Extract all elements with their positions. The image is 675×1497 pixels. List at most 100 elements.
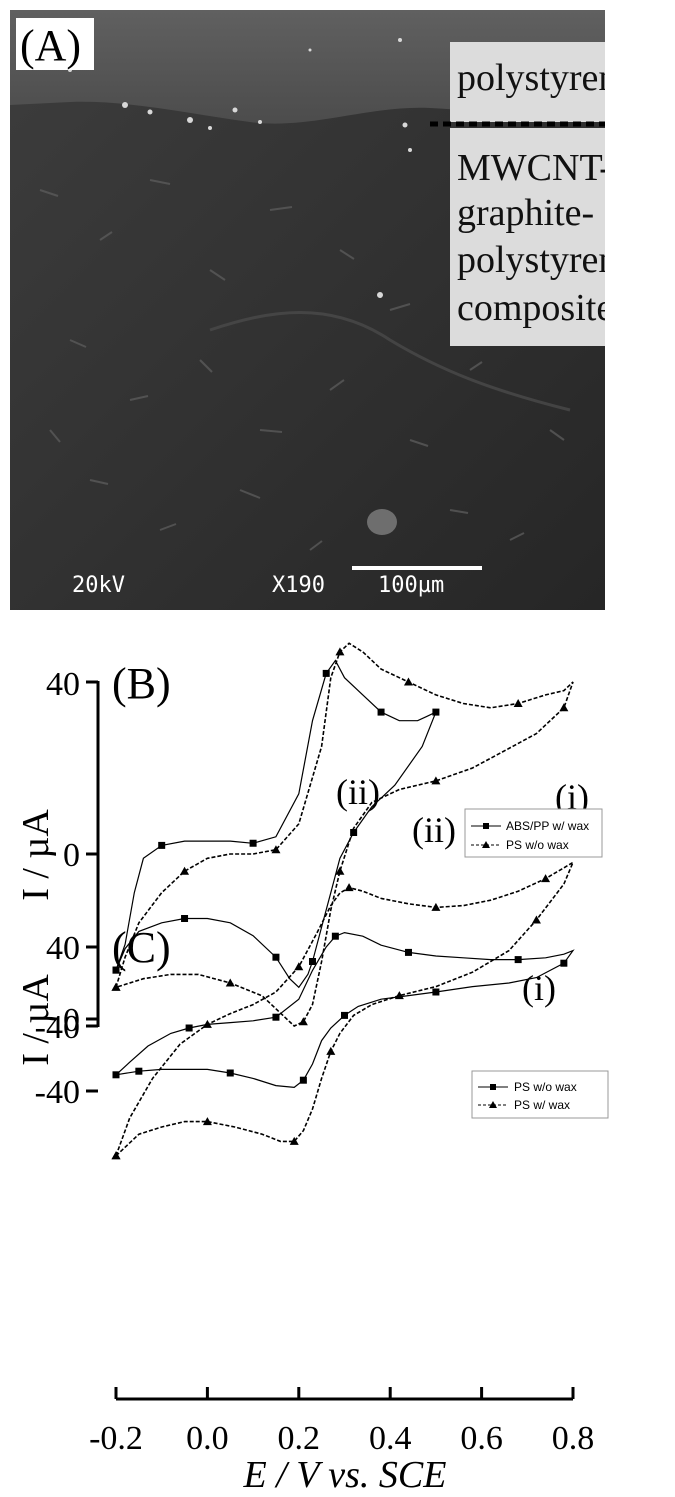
panel-b-series-1-point (272, 953, 280, 961)
panel-a-label: (A) (20, 21, 81, 70)
panel-c-series-2-line (115, 860, 575, 1157)
panel-b-series-2-point (403, 677, 413, 686)
panel-b-legend-marker-1 (483, 823, 489, 829)
panel-c-y-axis-title: I / µA (15, 974, 57, 1066)
panel-b-series-2-point (271, 845, 281, 854)
panel-c-legend-label-1: PS w/o wax (514, 1080, 577, 1094)
panel-c: 40 0 -40 I / µA (C) (ii) (i) PS w/o wax … (15, 810, 609, 1496)
panel-b-legend-box (464, 808, 603, 858)
panel-b-series-1-point (112, 966, 120, 974)
panel-b-series-1-point (181, 915, 189, 922)
panel-c-series-2-point (202, 1019, 212, 1028)
x-tick-label: 0.8 (552, 1420, 595, 1457)
sem-voltage: 20kV (72, 573, 125, 598)
panel-c-series-1-point (432, 988, 440, 996)
panel-b-series-2-point (180, 866, 190, 875)
panel-c-y-tick-label-minus40: -40 (35, 1074, 80, 1111)
sem-texture (39, 179, 585, 551)
composite-region-box (450, 128, 605, 346)
panel-c-series-2-point (294, 962, 304, 971)
panel-b-legend-label-1: ABS/PP w/ wax (506, 819, 589, 833)
composite-label-line-3: polystyrene (457, 239, 605, 281)
panel-c-plot-area (111, 860, 575, 1160)
panel-c-series-2-point (326, 1046, 336, 1055)
x-tick-label: 0.4 (369, 1420, 412, 1457)
sem-scale-bar-label: 100µm (378, 573, 444, 598)
panel-c-series-1-point (560, 959, 568, 967)
cv-plots: 40 0 -40 I / µA (B) (ii) (i) ABS/PP w/ w… (15, 642, 609, 1496)
polystyrene-region-label: polystyrene (457, 57, 605, 99)
panel-b-series-2-point (298, 1017, 308, 1026)
panel-b-y-axis-title: I / µA (15, 809, 57, 901)
x-tick-label: 0.2 (278, 1420, 321, 1457)
panel-c-y-tick-label-40: 40 (46, 930, 80, 967)
panel-b-series-1-point (158, 841, 166, 849)
panel-b-annotation-ii: (ii) (336, 772, 380, 812)
panel-b-series-2-point (559, 703, 569, 712)
panel-c-legend-marker-1 (490, 1084, 496, 1090)
panel-c-series-2-point (344, 883, 354, 892)
panel-b: 40 0 -40 I / µA (B) (ii) (i) ABS/PP w/ w… (15, 642, 603, 1046)
panel-c-annotation-ii: (ii) (412, 810, 456, 850)
panel-c-series-1-point (112, 1071, 120, 1079)
panel-c-series-1-line (115, 931, 575, 1089)
panel-b-series-2-point (335, 866, 345, 875)
x-tick-label: 0.6 (460, 1420, 503, 1457)
panel-b-series-2-line (115, 642, 574, 1027)
panel-b-legend-marker-2 (482, 841, 490, 848)
panel-c-series-1-point (272, 1013, 280, 1021)
panel-c-series-1-point (185, 1024, 193, 1032)
composite-label-line-1: MWCNT- (457, 147, 605, 189)
panel-b-series-1-point (377, 708, 385, 716)
panel-c-series-1-point (404, 948, 412, 956)
panel-c-series-1-point (226, 1069, 234, 1077)
panel-c-label: (C) (112, 923, 171, 972)
panel-b-label: (B) (112, 659, 171, 708)
panel-c-series-2-point (394, 991, 404, 1000)
panel-c-series-1-point (341, 1011, 348, 1019)
panel-c-legend-label-2: PS w/ wax (514, 1098, 570, 1112)
panel-b-series-1-point (249, 839, 257, 847)
panel-c-series-1-point (135, 1067, 143, 1075)
panel-c-annotation-i: (i) (522, 968, 556, 1008)
panel-b-series-2-point (335, 647, 345, 656)
panel-b-plot-area (111, 642, 574, 1027)
sem-particle-lump (367, 509, 397, 535)
panel-c-series-2-point (431, 902, 441, 911)
polystyrene-region-box (450, 42, 605, 122)
panel-b-series-2-point (513, 699, 523, 707)
panel-b-legend: ABS/PP w/ wax PS w/o wax (464, 808, 603, 858)
panel-b-series-1-point (350, 829, 358, 836)
composite-label-line-2: graphite- (457, 192, 594, 234)
panel-b-y-tick-label-40: 40 (46, 666, 80, 703)
panel-c-legend: PS w/o wax PS w/ wax (471, 1070, 609, 1119)
panel-c-series-2-point (531, 915, 541, 924)
x-tick-label: 0.0 (186, 1420, 229, 1457)
x-tick-label: -0.2 (89, 1420, 143, 1457)
x-axis-ticks: -0.2 0.0 0.2 0.4 0.6 0.8 (89, 1387, 594, 1457)
x-axis-title: E / V vs. SCE (242, 1454, 446, 1496)
sem-label-box (16, 18, 94, 70)
panel-c-series-1-point (299, 1076, 307, 1084)
panel-b-y-tick-label-minus40: -40 (35, 1009, 80, 1046)
panel-c-series-1-point (514, 956, 522, 964)
sem-micrograph-panel: (A) polystyrene MWCNT- graphite- polysty… (10, 10, 605, 610)
panel-c-y-tick-label-0: 0 (63, 1002, 80, 1039)
panel-c-series-2-point (289, 1136, 299, 1145)
panel-c-series-2-point (541, 874, 551, 883)
panel-c-legend-marker-2 (489, 1101, 497, 1108)
panel-b-series-2-point (225, 978, 235, 987)
panel-b-y-tick-label-0: 0 (63, 837, 80, 874)
panel-c-legend-box (471, 1070, 609, 1119)
panel-b-series-2-point (431, 776, 441, 785)
composite-label-line-4: composite (457, 287, 605, 329)
panel-c-series-1-point (331, 932, 339, 940)
panel-b-series-1-point (322, 669, 330, 677)
panel-b-legend-label-2: PS w/o wax (506, 838, 569, 852)
panel-b-series-1-point (309, 958, 317, 965)
sem-magnification: X190 (272, 573, 325, 598)
panel-c-series-2-point (202, 1117, 212, 1126)
panel-b-series-1-point (432, 708, 440, 716)
panel-b-series-2-point (111, 982, 121, 991)
panel-c-series-2-point (111, 1151, 121, 1160)
